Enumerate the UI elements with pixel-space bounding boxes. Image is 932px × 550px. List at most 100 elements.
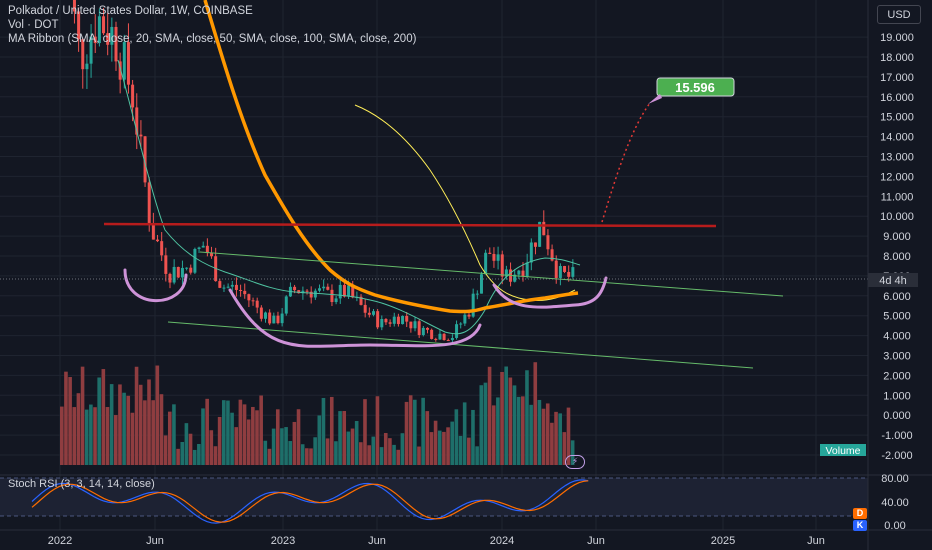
candle-body <box>147 182 151 224</box>
target-label[interactable]: 15.596 <box>648 77 735 104</box>
volume-bar <box>504 366 508 465</box>
time-axis[interactable]: 2022 Jun 2023 Jun 2024 Jun 2025 Jun <box>48 535 825 547</box>
d-line-button[interactable]: D <box>853 508 867 519</box>
candle-body <box>434 338 438 340</box>
candle-body <box>81 39 85 70</box>
stoch-d-line <box>31 480 589 523</box>
candle-body <box>438 333 442 340</box>
volume-bar <box>263 440 268 465</box>
candle-body <box>118 61 122 80</box>
volume-bar <box>325 438 330 465</box>
volume-bar <box>346 431 351 465</box>
k-line-button[interactable]: K <box>853 520 867 531</box>
volume-bar <box>383 433 388 465</box>
candle-body <box>230 284 234 287</box>
currency-button[interactable]: USD <box>877 5 921 24</box>
candle-body <box>442 333 446 341</box>
volume-bar <box>396 449 401 465</box>
candle-body <box>193 249 197 273</box>
candle-body <box>114 26 118 62</box>
volume-bar <box>462 402 467 465</box>
volume-bar <box>342 411 347 465</box>
volume-bar <box>479 385 484 465</box>
candle-body <box>446 340 450 342</box>
price-tick-label: 5.000 <box>883 311 911 323</box>
candle-body <box>222 287 226 289</box>
volume-bar <box>437 430 442 465</box>
candle-body <box>180 267 184 278</box>
candle-body <box>168 273 172 283</box>
volume-legend[interactable]: Vol · DOT <box>8 19 59 31</box>
volume-bar <box>425 411 430 465</box>
volume-bar <box>388 438 392 465</box>
volume-bar <box>475 446 479 465</box>
candle-body <box>280 313 284 324</box>
symbol-legend[interactable]: Polkadot / United States Dollar, 1W, COI… <box>8 5 253 17</box>
volume-bar <box>122 392 126 465</box>
candle-body <box>293 286 297 291</box>
candle-body <box>259 307 263 319</box>
stoch-rsi-legend[interactable]: Stoch RSI (3, 3, 14, 14, close) <box>8 478 155 490</box>
price-tick-label: 11.000 <box>881 191 914 203</box>
volume-bar <box>305 448 309 465</box>
volume-bar <box>313 437 317 465</box>
volume-bar <box>205 398 209 465</box>
lightning-icon[interactable]: ⚡ <box>565 455 585 469</box>
volume-bar <box>471 409 475 465</box>
stoch-tick-80: 80.00 <box>881 473 909 485</box>
volume-bar <box>201 408 205 465</box>
volume-bar <box>450 421 455 465</box>
volume-bar <box>209 430 214 465</box>
volume-bar <box>80 366 85 465</box>
candle-body <box>122 42 126 80</box>
volume-bar <box>284 427 288 465</box>
volume-bar <box>483 382 488 465</box>
projection-line <box>601 102 651 223</box>
chart-grid <box>0 0 868 530</box>
arc-middle <box>228 288 482 348</box>
time-label-jun-2025: Jun <box>807 535 825 547</box>
candle-body <box>139 134 143 137</box>
candle-body <box>517 270 521 275</box>
candle-body <box>89 36 93 64</box>
volume-bar <box>275 409 280 465</box>
volume-bar <box>267 448 272 465</box>
volume-bar <box>521 396 525 465</box>
candlestick-series <box>72 0 575 343</box>
volume-bar <box>321 397 326 465</box>
volume-bar <box>172 404 176 465</box>
candle-body <box>172 266 176 283</box>
volume-bar <box>167 411 172 465</box>
price-tick-label: 12.000 <box>880 171 914 183</box>
ma-ribbon-legend[interactable]: MA Ribbon (SMA, close, 20, SMA, close, 5… <box>8 33 417 45</box>
countdown-text: 4d 4h <box>879 275 907 287</box>
candle-body <box>135 107 139 135</box>
volume-bar <box>562 432 567 465</box>
candle-body <box>396 316 400 325</box>
volume-bar <box>163 435 168 465</box>
price-tick-label: 0.000 <box>883 410 911 422</box>
volume-bar <box>97 377 101 465</box>
volume-bar <box>550 422 554 465</box>
price-tick-label: 17.000 <box>880 72 914 84</box>
volume-bar <box>155 365 160 465</box>
price-axis[interactable]: 19.000 18.000 17.000 16.000 15.000 14.000 13.0… <box>880 32 914 462</box>
candle-body <box>334 298 338 303</box>
volume-bar <box>64 371 68 465</box>
stoch-tick-0: 0.00 <box>884 520 905 532</box>
candle-body <box>430 329 434 339</box>
ma100-line <box>203 0 579 314</box>
candle-body <box>297 290 301 294</box>
time-label-jun-2024: Jun <box>587 535 605 547</box>
candle-body <box>160 241 164 256</box>
volume-bar <box>292 421 297 465</box>
volume-bar <box>192 449 197 465</box>
candle-body <box>143 136 147 183</box>
candle-body <box>459 323 463 325</box>
candle-body <box>338 284 342 299</box>
volume-bar <box>234 427 239 465</box>
time-label-2023: 2023 <box>271 535 295 547</box>
candle-body <box>567 271 571 277</box>
volume-bar <box>429 432 434 465</box>
